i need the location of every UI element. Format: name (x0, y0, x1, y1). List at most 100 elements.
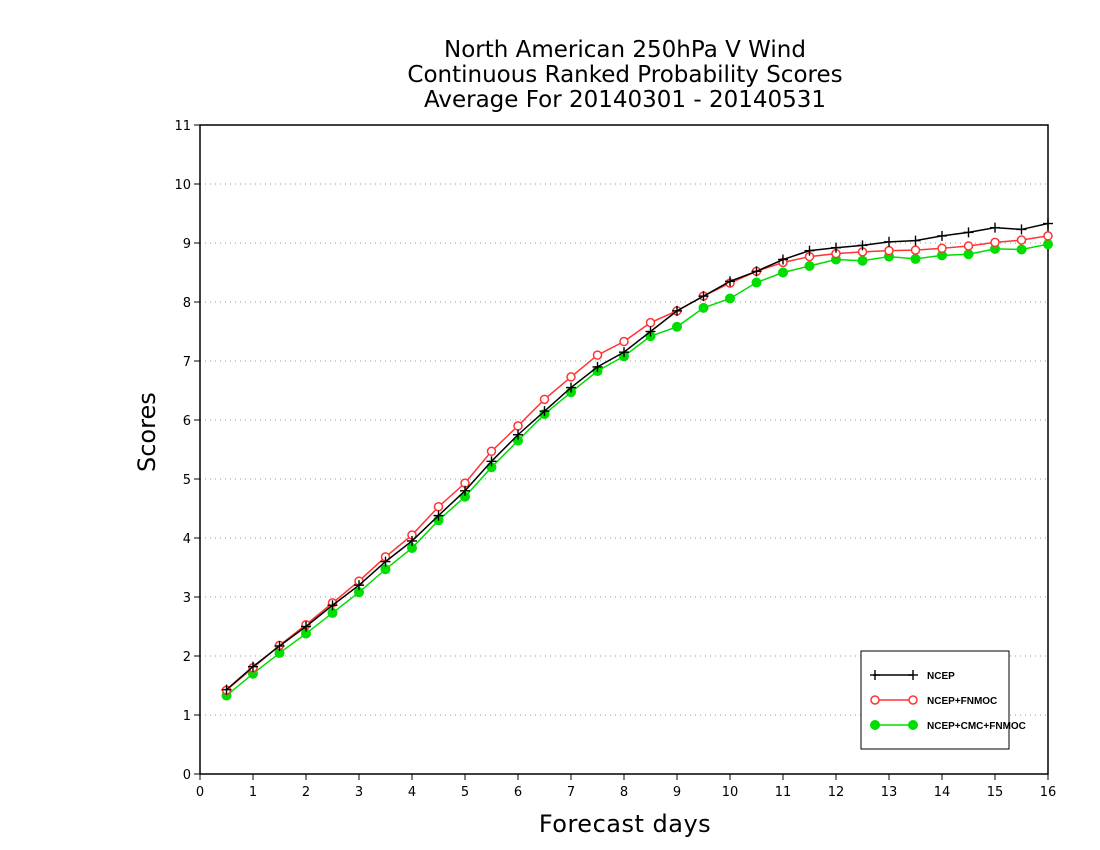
x-tick-label-6: 6 (514, 785, 522, 800)
legend-marker-a-1 (870, 695, 880, 705)
series-0-point-30 (1016, 224, 1027, 235)
series-1-point-30 (1016, 235, 1027, 245)
x-tick-label-5: 5 (461, 785, 469, 800)
y-tick-label-3: 3 (183, 591, 191, 606)
series-2-point-24 (857, 255, 868, 266)
x-tick-label-2: 2 (302, 785, 310, 800)
y-tick-label-8: 8 (183, 296, 191, 311)
series-1-point-28 (963, 241, 974, 251)
series-0-point-20 (751, 266, 762, 277)
legend-label-1: NCEP+FNMOC (927, 696, 997, 707)
series-0-point-26 (910, 235, 921, 246)
x-tick-label-13: 13 (881, 785, 898, 800)
series-0-point-7 (407, 535, 417, 546)
x-tick-label-3: 3 (355, 785, 363, 800)
series-0-point-31 (1043, 218, 1053, 229)
series-1-point-14 (592, 350, 603, 360)
series-0-point-12 (539, 406, 550, 417)
series-1-point-26 (910, 245, 921, 255)
series-0-point-22 (804, 245, 815, 256)
series-1-point-10 (486, 446, 497, 457)
series-0-point-3 (301, 621, 311, 632)
series-0-point-19 (725, 276, 735, 287)
legend-label-2: NCEP+CMC+FNMOC (927, 721, 1026, 732)
x-tick-label-4: 4 (408, 785, 416, 800)
series-0-point-9 (460, 485, 470, 496)
series-2-point-26 (910, 253, 921, 264)
series-2-point-30 (1016, 244, 1027, 255)
y-tick-label-9: 9 (183, 237, 191, 252)
legend-item-2: NCEP+CMC+FNMOC (870, 720, 1026, 732)
x-tick-label-7: 7 (567, 785, 575, 800)
series-0 (221, 218, 1053, 695)
series-line-1 (226, 235, 1049, 691)
series-1-point-12 (539, 394, 550, 405)
series-1 (221, 231, 1053, 695)
series-2-point-22 (804, 261, 815, 272)
x-tick-label-11: 11 (775, 785, 792, 800)
series-0-point-17 (672, 305, 682, 316)
series-line-2 (226, 243, 1049, 697)
series-0-point-24 (857, 240, 868, 251)
chart-title: North American 250hPa V Wind Continuous … (200, 38, 1050, 113)
series-0-point-14 (592, 361, 603, 372)
x-tick-label-9: 9 (673, 785, 681, 800)
series-0-point-25 (884, 236, 894, 247)
series-0-point-13 (566, 382, 576, 393)
x-tick-label-10: 10 (722, 785, 739, 800)
series-2-point-20 (751, 277, 762, 288)
x-tick-label-0: 0 (196, 785, 204, 800)
series-0-point-4 (327, 600, 338, 611)
legend-marker-b-2 (908, 720, 918, 730)
x-tick-label-8: 8 (620, 785, 628, 800)
y-tick-label-11: 11 (174, 119, 191, 134)
series-0-point-15 (619, 347, 629, 358)
legend: NCEP NCEP+FNMOC NCEP+CMC+FNMOC (860, 650, 1026, 750)
x-axis-label: Forecast days (538, 810, 712, 838)
series-2-point-21 (778, 267, 788, 278)
legend-label-0: NCEP (927, 671, 955, 682)
x-tick-label-15: 15 (987, 785, 1004, 800)
series-0-point-0 (221, 684, 232, 695)
x-tick-label-14: 14 (934, 785, 951, 800)
series-0-point-23 (831, 242, 841, 253)
series-2-point-19 (725, 293, 735, 304)
chart-title-line-3: Average For 20140301 - 20140531 (423, 87, 827, 113)
series-1-point-13 (566, 372, 576, 382)
series-2 (221, 239, 1053, 701)
y-tick-label-7: 7 (183, 355, 191, 370)
legend-marker-a-2 (870, 720, 880, 730)
series-1-point-15 (619, 336, 629, 347)
series-1-point-25 (884, 245, 894, 256)
y-tick-label-5: 5 (183, 473, 191, 488)
y-tick-label-2: 2 (183, 650, 191, 665)
series-0-point-28 (963, 227, 974, 238)
x-tick-label-16: 16 (1040, 785, 1057, 800)
series-1-point-11 (513, 421, 523, 431)
series-0-point-16 (645, 326, 656, 337)
series-0-point-2 (274, 640, 285, 651)
series-2-point-28 (963, 249, 974, 260)
series-2-point-31 (1043, 239, 1053, 250)
y-tick-label-10: 10 (174, 178, 191, 193)
y-tick-label-4: 4 (183, 532, 191, 547)
legend-marker-b-0 (908, 670, 918, 680)
series-2-point-18 (698, 302, 709, 313)
series-0-point-1 (248, 661, 258, 672)
legend-marker-a-0 (870, 670, 880, 680)
legend-item-1: NCEP+FNMOC (870, 695, 997, 707)
series-1-point-16 (645, 317, 656, 328)
series-0-point-10 (486, 456, 497, 467)
series-1-point-31 (1043, 231, 1053, 241)
y-tick-label-0: 0 (183, 768, 191, 783)
x-tick-label-12: 12 (828, 785, 845, 800)
y-tick-label-6: 6 (183, 414, 191, 429)
series-2-point-17 (672, 321, 682, 332)
series-1-point-27 (937, 243, 947, 254)
series-0-point-21 (778, 254, 788, 265)
series-1-point-29 (990, 237, 1000, 248)
chart-title-line-1: North American 250hPa V Wind (444, 37, 806, 63)
series-0-point-5 (354, 580, 364, 591)
chart-title-line-2: Continuous Ranked Probability Scores (407, 62, 843, 88)
